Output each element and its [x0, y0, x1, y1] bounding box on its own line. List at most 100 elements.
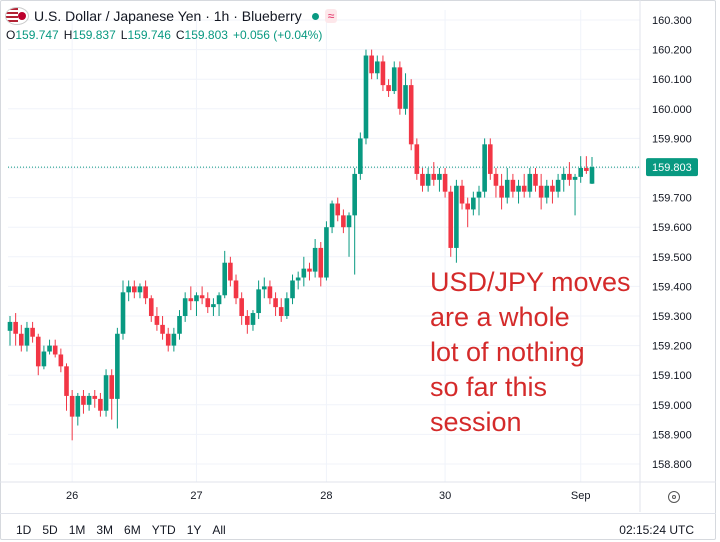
last-price-tag — [646, 158, 698, 177]
close-value: 159.803 — [184, 28, 228, 42]
candle-body — [358, 138, 363, 174]
candle-body — [584, 168, 589, 171]
candle-body — [527, 173, 533, 192]
candle-body — [154, 316, 160, 325]
candle-body — [437, 173, 442, 180]
candle-body — [561, 173, 567, 180]
range-selector: 1D 5D 1M 3M 6M YTD 1Y All — [16, 523, 237, 537]
annotation-line: session — [430, 407, 522, 437]
candle-body — [578, 168, 583, 177]
candle-body — [98, 398, 103, 411]
change-value: +0.056 (+0.04%) — [232, 28, 323, 42]
candle-body — [13, 321, 18, 334]
candle-body — [295, 277, 301, 281]
candle-body — [329, 203, 335, 228]
price-tick-label: 159.200 — [652, 341, 692, 353]
candle-body — [420, 173, 425, 186]
open-value: 159.747 — [15, 28, 59, 42]
time-tick-label: 28 — [320, 490, 332, 502]
price-chart[interactable]: 160.300 160.200 160.100 160.000 159.900 159.8… — [0, 0, 716, 512]
range-1y[interactable]: 1Y — [186, 523, 202, 537]
candle-body — [47, 345, 52, 352]
price-tick-label: 160.200 — [652, 45, 692, 57]
symbol-title-row[interactable]: U.S. Dollar / Japanese Yen · 1h · Bluebe… — [6, 8, 338, 24]
last-price-label: 159.803 — [652, 162, 692, 174]
candle-body — [115, 333, 120, 399]
candle-body — [148, 298, 154, 316]
candle-body — [250, 313, 256, 325]
candle-body — [533, 173, 538, 186]
market-status-icon — [311, 12, 319, 20]
high-label: H — [63, 28, 73, 42]
candle-body — [369, 55, 374, 74]
candle-body — [35, 336, 41, 367]
range-all[interactable]: All — [212, 523, 226, 537]
high-value: 159.837 — [72, 28, 116, 42]
candle-body — [550, 185, 555, 192]
candle-body — [177, 316, 182, 334]
candle-body — [132, 286, 137, 293]
candle-body — [19, 333, 24, 346]
candle-body — [41, 351, 47, 367]
price-tick-label: 158.900 — [652, 429, 692, 441]
candle-body — [86, 395, 92, 405]
candle-body — [188, 298, 194, 302]
candle-body — [538, 185, 544, 198]
candle-body — [278, 307, 284, 316]
candle-body — [160, 324, 165, 334]
candle-body — [137, 286, 143, 293]
candle-body — [233, 280, 239, 299]
candle-body — [290, 280, 295, 299]
annotation-line: USD/JPY moves — [430, 267, 631, 297]
candle-body — [211, 304, 216, 308]
low-label: L — [120, 28, 128, 42]
candle-body — [572, 176, 578, 180]
bottom-toolbar: 1D 5D 1M 3M 6M YTD 1Y All 02:15:24 UTC — [0, 513, 716, 541]
candle-body — [171, 333, 177, 346]
candle-body — [380, 61, 386, 86]
candle-body — [431, 173, 437, 180]
price-tick-label: 159.400 — [652, 281, 692, 293]
price-tick-label: 159.300 — [652, 311, 692, 323]
price-tick-label: 159.000 — [652, 400, 692, 412]
candle-body — [425, 173, 431, 186]
candle-body — [165, 333, 171, 346]
range-3m[interactable]: 3M — [96, 523, 114, 537]
low-value: 159.746 — [127, 28, 171, 42]
candle-body — [555, 179, 561, 192]
range-ytd[interactable]: YTD — [151, 523, 176, 537]
candle-body — [589, 167, 595, 184]
candle-body — [510, 179, 516, 192]
candle-body — [363, 55, 369, 139]
open-label: O — [6, 28, 16, 42]
currency-flag-icon — [6, 8, 28, 24]
range-1m[interactable]: 1M — [68, 523, 86, 537]
candle-body — [92, 395, 98, 399]
candle-body — [216, 295, 222, 305]
candle-body — [408, 85, 414, 145]
price-tick-label: 159.700 — [652, 193, 692, 205]
candle-body — [521, 185, 527, 192]
data-feed-icon[interactable]: ≈ — [324, 9, 338, 23]
candle-body — [52, 345, 58, 355]
time-tick-label: Sep — [571, 490, 591, 502]
candle-body — [199, 295, 205, 299]
settings-gear-icon[interactable] — [668, 491, 680, 503]
range-1d[interactable]: 1D — [16, 523, 32, 537]
utc-clock[interactable]: 02:15:24 UTC — [619, 523, 694, 537]
candle-body — [341, 215, 346, 228]
candle-body — [120, 292, 126, 334]
candle-body — [182, 298, 188, 316]
candle-body — [301, 268, 307, 278]
candle-body — [544, 185, 550, 198]
ohlc-readout: O 159.747 H 159.837 L 159.746 C 159.803 +0.0… — [6, 28, 337, 42]
candle-body — [307, 268, 312, 272]
range-6m[interactable]: 6M — [124, 523, 141, 537]
candle-body — [352, 173, 357, 216]
range-5d[interactable]: 5D — [42, 523, 58, 537]
price-tick-label: 159.600 — [652, 222, 692, 234]
candle-body — [256, 289, 261, 314]
candle-body — [284, 298, 290, 316]
candle-body — [103, 375, 109, 411]
